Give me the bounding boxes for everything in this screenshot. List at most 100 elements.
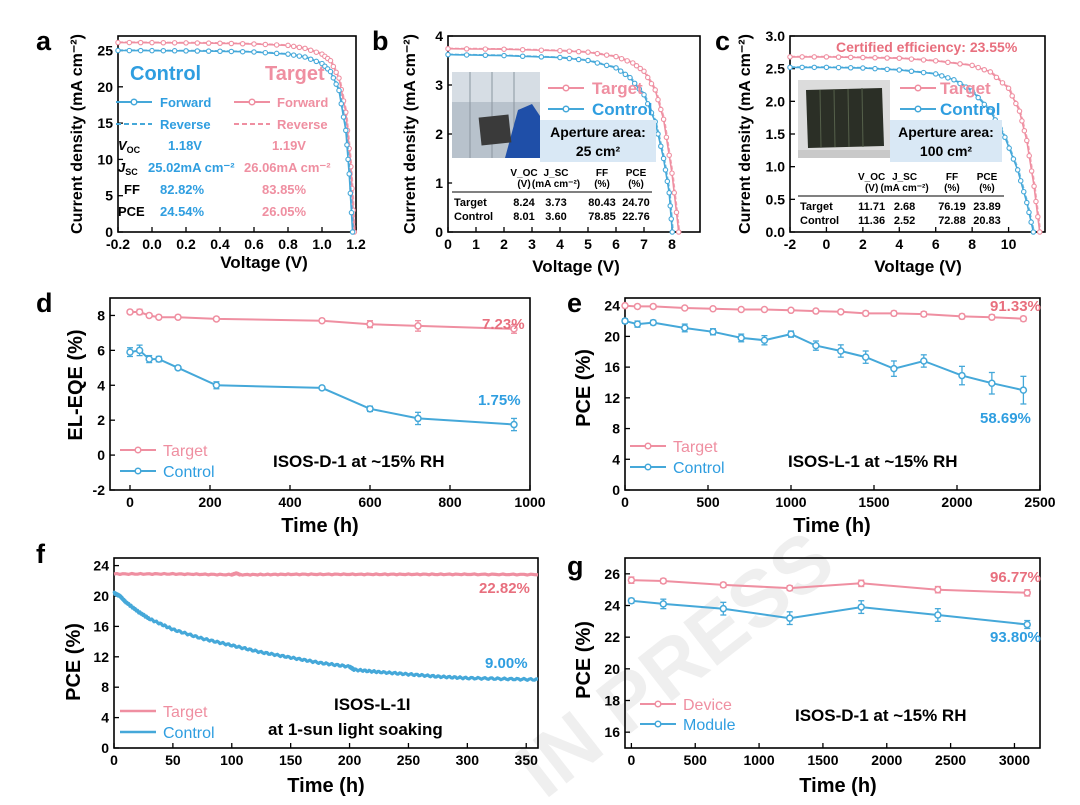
y-tick-label: 20 — [604, 661, 620, 677]
data-point — [594, 50, 601, 57]
y-tick-label: 2.5 — [766, 61, 786, 77]
data-point — [627, 597, 636, 605]
y-axis-label: EL-EQE (%) — [65, 329, 87, 440]
data-point — [648, 110, 655, 116]
data-point — [1036, 229, 1043, 235]
data-point — [737, 305, 745, 314]
data-point — [1028, 168, 1035, 174]
x-tick-label: 6 — [612, 236, 620, 252]
data-point — [194, 40, 201, 46]
panel-letter: c — [715, 26, 730, 56]
y-tick-label: 0 — [101, 740, 109, 756]
x-tick-label: 8 — [968, 236, 976, 252]
data-point — [594, 60, 601, 66]
table-row-label: Target — [800, 201, 833, 213]
y-tick-label: 4 — [101, 710, 109, 726]
y-axis-label: Current density (mA cm⁻²) — [737, 34, 754, 234]
data-point — [273, 42, 280, 48]
panel-letter: e — [567, 288, 582, 318]
end-label-target: 96.77% — [990, 569, 1041, 586]
module-photo — [798, 80, 890, 158]
data-point — [799, 64, 805, 71]
y-tick-label: 24 — [93, 558, 109, 574]
data-point — [538, 54, 545, 60]
data-point — [1024, 137, 1030, 144]
data-point — [345, 156, 351, 163]
x-tick-label: 800 — [438, 494, 462, 510]
series-target — [126, 308, 518, 334]
legend-target-label: Target — [673, 439, 718, 456]
legend-group-control: Control — [130, 63, 201, 85]
legend-target-label: Target — [163, 443, 208, 460]
data-point — [673, 209, 680, 216]
table-cell: 80.43 — [588, 197, 616, 209]
data-point — [347, 190, 354, 197]
plot-area — [112, 571, 539, 682]
condition-annotation: ISOS-L-1 at ~15% RH — [788, 452, 958, 471]
x-tick-label: 7 — [640, 236, 648, 252]
data-point — [482, 46, 489, 52]
data-point — [336, 75, 342, 81]
x-tick-label: 2000 — [941, 494, 972, 510]
table-header: V_OC — [510, 168, 537, 179]
y-tick-label: 1.0 — [766, 159, 786, 175]
data-point — [313, 58, 320, 65]
legend-forward-control: Forward — [116, 95, 211, 110]
y-axis-label: Current density (mA cm⁻²) — [69, 34, 86, 234]
x-axis-label: Voltage (V) — [874, 257, 962, 276]
data-point — [349, 229, 356, 235]
data-point — [666, 190, 672, 196]
data-point — [884, 66, 890, 73]
data-point — [333, 69, 339, 76]
axes — [109, 297, 531, 491]
x-tick-label: 1000 — [514, 494, 545, 510]
end-label-target: 22.82% — [479, 580, 530, 597]
data-point — [126, 308, 134, 316]
legend: Target Control — [120, 704, 215, 742]
data-point — [666, 152, 672, 158]
table-cell: 3.73 — [545, 197, 566, 209]
data-point — [981, 101, 988, 108]
x-tick-label: 0 — [823, 236, 831, 252]
data-point — [463, 46, 470, 52]
param-target-value: 26.05% — [262, 204, 307, 219]
data-point — [934, 611, 942, 619]
y-tick-label: 12 — [604, 390, 620, 406]
table-cell: 11.71 — [858, 201, 885, 213]
data-point — [1013, 100, 1019, 107]
aperture-box: Aperture area: 100 cm² — [890, 120, 1002, 162]
panel-letter: b — [372, 26, 389, 56]
data-point — [621, 301, 629, 310]
legend-device-label: Device — [683, 697, 732, 714]
series-line-forward — [790, 56, 1041, 233]
data-point — [641, 92, 647, 98]
data-point — [760, 305, 769, 314]
y-axis-label: PCE (%) — [573, 621, 595, 699]
y-tick-label: 3 — [435, 77, 443, 93]
x-tick-label: 1500 — [807, 752, 838, 768]
data-point — [884, 55, 890, 61]
data-point — [318, 384, 326, 392]
data-point — [228, 48, 235, 55]
data-point — [205, 40, 212, 46]
data-point — [1023, 589, 1031, 597]
y-tick-label: 0.5 — [766, 191, 786, 207]
data-point — [641, 68, 647, 75]
y-tick-label: 16 — [604, 359, 620, 375]
table-header-unit: (%) — [944, 183, 960, 194]
x-tick-label: 350 — [515, 752, 539, 768]
series-device — [627, 576, 1031, 597]
data-point — [296, 44, 303, 51]
data-point — [239, 48, 246, 55]
data-point — [908, 56, 915, 62]
data-point — [787, 330, 795, 338]
param-control-value: 82.82% — [160, 182, 205, 197]
x-tick-label: 0.0 — [142, 236, 162, 252]
table-cell: 8.01 — [513, 211, 534, 223]
series-line — [624, 320, 1024, 392]
data-point — [668, 216, 675, 222]
device-photo — [452, 72, 540, 158]
y-tick-label: 15 — [97, 115, 113, 131]
y-tick-label: 0 — [97, 447, 105, 463]
table-header-unit: (%) — [979, 183, 995, 194]
